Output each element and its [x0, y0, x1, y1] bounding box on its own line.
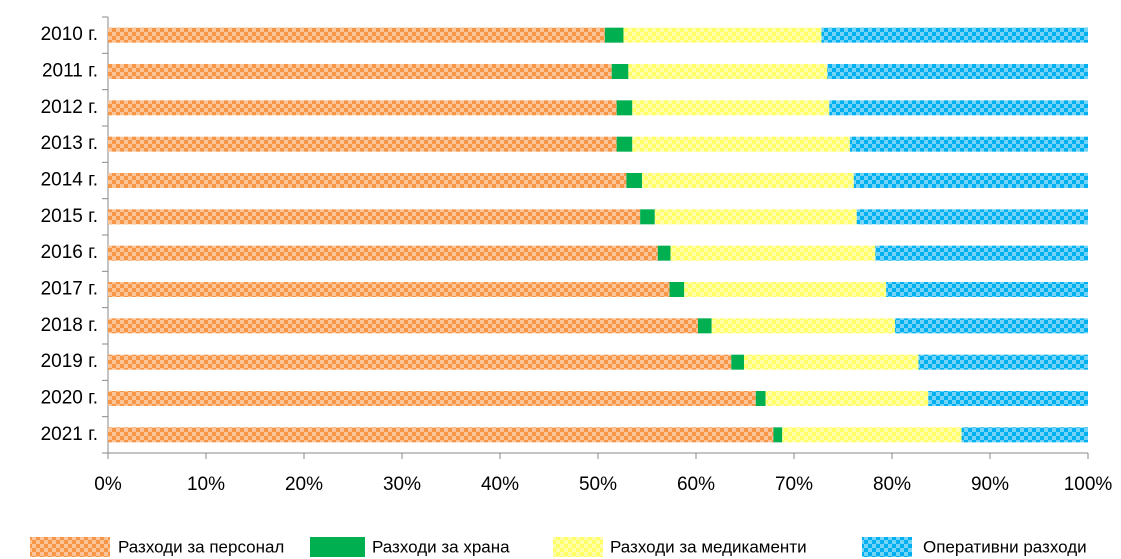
- legend-swatch: [30, 537, 110, 557]
- bar-segment: [928, 391, 1088, 406]
- bar-segment: [669, 282, 685, 297]
- bar-segment: [773, 427, 783, 443]
- bar-segment: [632, 136, 850, 152]
- bar-segment: [657, 245, 671, 261]
- x-tick-label: 70%: [775, 474, 813, 495]
- bar-segment: [853, 173, 1088, 188]
- y-tick-label: 2013 г.: [41, 133, 98, 154]
- y-tick-label: 2018 г.: [41, 315, 98, 336]
- bar-segment: [684, 282, 887, 297]
- bar-segment: [108, 173, 627, 188]
- bar-segment: [744, 354, 919, 370]
- bar-segment: [829, 100, 1088, 116]
- legend-swatch: [553, 537, 603, 557]
- y-tick-label: 2015 г.: [41, 206, 98, 227]
- bar-segment: [765, 391, 929, 406]
- bar-segment: [755, 391, 766, 406]
- y-tick-label: 2016 г.: [41, 242, 98, 263]
- legend-swatch: [310, 537, 365, 557]
- bar-segment: [827, 64, 1088, 79]
- bar-segment: [628, 64, 828, 79]
- bar-segment: [711, 318, 895, 334]
- bar-segment: [961, 427, 1088, 443]
- bar-segment: [626, 173, 643, 188]
- y-tick-label: 2010 г.: [41, 24, 98, 45]
- bar-segment: [616, 136, 633, 152]
- y-tick-label: 2020 г.: [41, 388, 98, 409]
- bar-segment: [782, 427, 962, 443]
- x-tick-label: 100%: [1064, 474, 1113, 495]
- legend-label: Разходи за храна: [372, 537, 510, 556]
- bar-segment: [918, 354, 1088, 370]
- legend-label: Оперативни разходи: [923, 537, 1087, 556]
- bar-segment: [108, 245, 658, 261]
- bar-segment: [108, 209, 641, 225]
- bar-segment: [731, 354, 745, 370]
- y-tick-label: 2019 г.: [41, 351, 98, 372]
- bar-segment: [875, 245, 1088, 261]
- bar-segment: [886, 282, 1088, 297]
- bar-segment: [640, 209, 655, 225]
- legend-swatch: [862, 537, 912, 557]
- legend-label: Разходи за персонал: [118, 537, 284, 556]
- bar-segment: [108, 391, 756, 406]
- bar-segment: [856, 209, 1088, 225]
- bar-segment: [108, 318, 698, 334]
- bar-segment: [604, 27, 624, 43]
- x-tick-label: 10%: [187, 474, 225, 495]
- bar-segment: [108, 64, 612, 79]
- bar-segment: [642, 173, 854, 188]
- bar-segment: [849, 136, 1088, 152]
- bar-segment: [616, 100, 633, 116]
- bar-segment: [108, 427, 774, 443]
- x-tick-label: 0%: [94, 474, 122, 495]
- bar-segment: [654, 209, 857, 225]
- y-tick-label: 2017 г.: [41, 279, 98, 300]
- bar-segment: [108, 354, 732, 370]
- bar-segment: [611, 64, 629, 79]
- bar-segment: [697, 318, 712, 334]
- x-tick-label: 90%: [971, 474, 1009, 495]
- x-tick-label: 60%: [677, 474, 715, 495]
- bar-segment: [108, 136, 617, 152]
- y-tick-label: 2012 г.: [41, 97, 98, 118]
- bar-segment: [108, 100, 617, 116]
- bar-segment: [894, 318, 1088, 334]
- bar-segment: [821, 27, 1088, 43]
- x-tick-label: 40%: [481, 474, 519, 495]
- legend-label: Разходи за медикаменти: [610, 537, 807, 556]
- bar-segment: [670, 245, 876, 261]
- x-tick-label: 30%: [383, 474, 421, 495]
- x-tick-label: 50%: [579, 474, 617, 495]
- bar-segment: [632, 100, 830, 116]
- bar-segment: [623, 27, 822, 43]
- bar-segment: [108, 27, 605, 43]
- y-tick-label: 2021 г.: [41, 424, 98, 445]
- x-tick-label: 80%: [873, 474, 911, 495]
- bar-segment: [108, 282, 670, 297]
- x-tick-label: 20%: [285, 474, 323, 495]
- y-tick-label: 2014 г.: [41, 170, 98, 191]
- y-tick-label: 2011 г.: [42, 61, 98, 82]
